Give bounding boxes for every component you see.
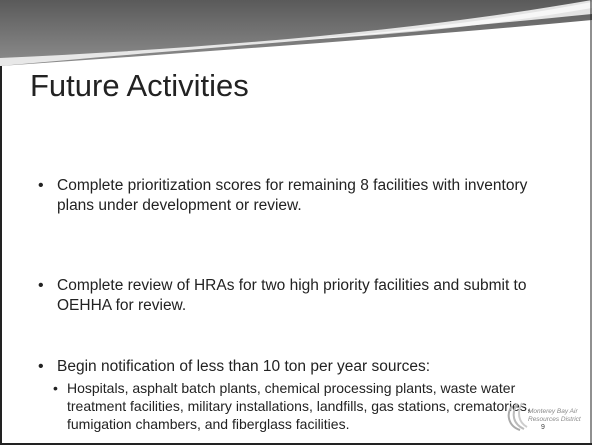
logo-text: Resources District [528,416,581,423]
bullet: Complete prioritization scores for remai… [38,176,558,216]
sub-bullet: Hospitals, asphalt batch plants, chemica… [53,379,558,433]
logo-mark [507,402,528,431]
slide-title: Future Activities [30,68,249,103]
logo-text: Monterey Bay Air [528,408,578,415]
bullet-list: Complete prioritization scores for remai… [38,176,558,433]
bullet: Begin notification of less than 10 ton p… [38,357,558,377]
page-number: 9 [541,424,545,431]
bullet: Complete review of HRAs for two high pri… [38,276,558,316]
